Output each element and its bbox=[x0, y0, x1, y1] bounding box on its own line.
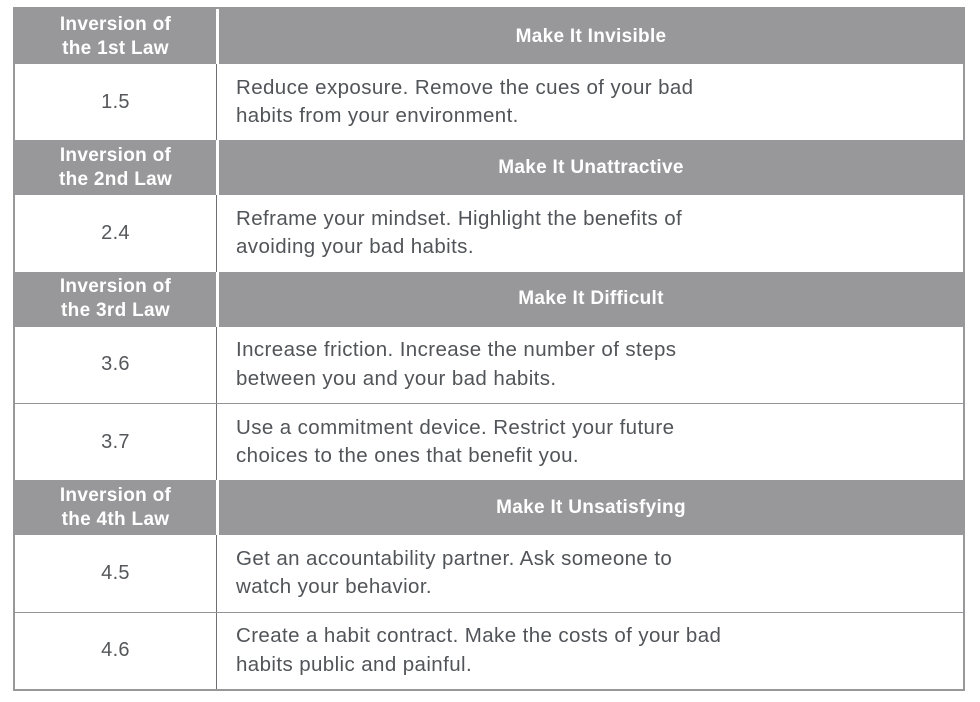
habits-inversion-table: Inversion of the 1st Law Make It Invisib… bbox=[13, 7, 965, 691]
section-header-title: Make It Unsatisfying bbox=[216, 480, 963, 536]
table-row: 2.4 Reframe your mindset. Highlight the … bbox=[15, 195, 963, 272]
section-header-row-4th-law: Inversion of the 4th Law Make It Unsatis… bbox=[15, 480, 963, 536]
rule-number-cell: 3.6 bbox=[101, 353, 130, 376]
rule-description-cell: Create a habit contract. Make the costs … bbox=[216, 612, 963, 689]
rule-number-cell: 3.7 bbox=[101, 430, 130, 453]
section-header-law-label: Inversion of the 1st Law bbox=[59, 13, 172, 59]
table-row: 4.5 Get an accountability partner. Ask s… bbox=[15, 535, 963, 612]
table-row: 1.5 Reduce exposure. Remove the cues of … bbox=[15, 64, 963, 141]
section-header-row-2nd-law: Inversion of the 2nd Law Make It Unattra… bbox=[15, 140, 963, 196]
rule-number-cell: 4.6 bbox=[101, 639, 130, 662]
section-header-law-label: Inversion of the 4th Law bbox=[59, 484, 172, 530]
rule-description-cell: Reduce exposure. Remove the cues of your… bbox=[216, 64, 963, 141]
table-row: 3.6 Increase friction. Increase the numb… bbox=[15, 326, 963, 403]
section-header-title: Make It Invisible bbox=[216, 9, 963, 64]
rule-description-cell: Use a commitment device. Restrict your f… bbox=[216, 403, 963, 481]
table-row: 3.7 Use a commitment device. Restrict yo… bbox=[15, 402, 963, 481]
section-header-law-label: Inversion of the 2nd Law bbox=[58, 144, 173, 190]
section-header-law-label: Inversion of the 3rd Law bbox=[59, 276, 172, 322]
section-header-title: Make It Unattractive bbox=[216, 140, 963, 196]
section-header-row-1st-law: Inversion of the 1st Law Make It Invisib… bbox=[15, 9, 963, 64]
section-header-row-3rd-law: Inversion of the 3rd Law Make It Difficu… bbox=[15, 271, 963, 327]
section-header-title: Make It Difficult bbox=[216, 271, 963, 327]
rule-description-cell: Increase friction. Increase the number o… bbox=[216, 326, 963, 403]
rule-number-cell: 1.5 bbox=[101, 90, 130, 113]
rule-number-cell: 4.5 bbox=[101, 561, 130, 584]
rule-description-cell: Reframe your mindset. Highlight the bene… bbox=[216, 195, 963, 272]
rule-description-cell: Get an accountability partner. Ask someo… bbox=[216, 535, 963, 612]
table-row: 4.6 Create a habit contract. Make the co… bbox=[15, 611, 963, 689]
rule-number-cell: 2.4 bbox=[101, 221, 130, 244]
